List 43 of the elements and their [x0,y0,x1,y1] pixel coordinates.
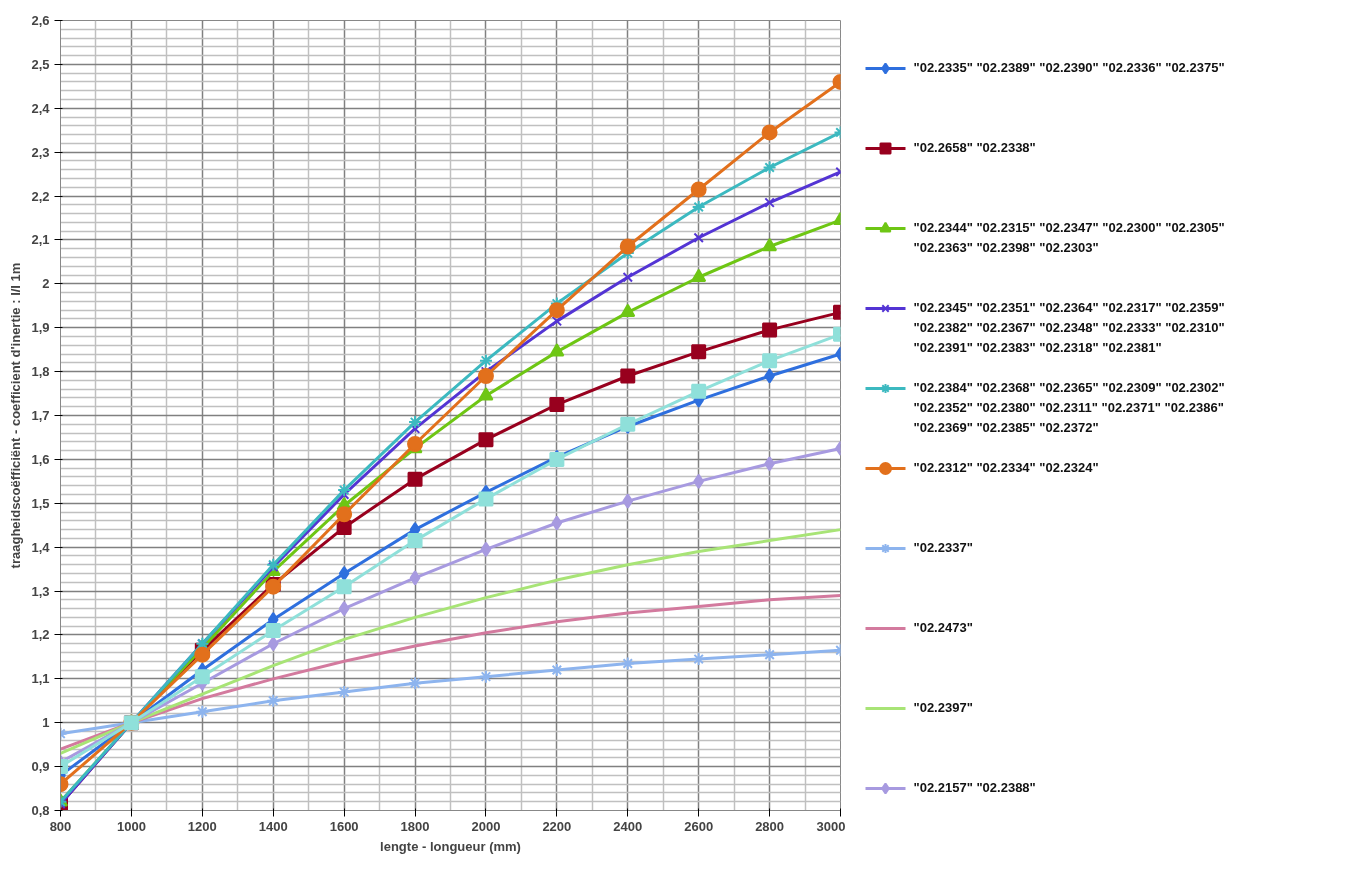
legend-label: "02.2312" "02.2334" "02.2324" [913,459,1099,475]
legend-label: "02.2157" "02.2388" [913,779,1036,795]
y-tick-label: 1,6 [31,451,50,467]
x-tick-label: 1400 [258,818,288,834]
y-tick-label: 2,4 [31,100,51,116]
x-tick-label: 2800 [755,818,785,834]
y-tick-label: 1,8 [31,364,50,380]
legend-label: "02.2337" [913,539,973,555]
legend-label: "02.2473" [913,619,973,635]
y-tick-label: 1,5 [31,495,50,511]
x-tick-label: 2400 [613,818,643,834]
y-tick-label: 2,6 [31,13,50,28]
x-tick-label: 2000 [471,818,501,834]
y-tick-label: 0,8 [31,803,50,818]
y-axis-title: traagheidscoëfficiënt - coefficient d'inertie : I/I 1m [8,262,24,569]
y-tick-label: 2,1 [31,232,50,248]
legend-label: "02.2344" "02.2315" "02.2347" "02.2300" "02.2305" "02.2363" "02.2398" "02.2303" [913,219,1225,255]
legend-label: "02.2384" "02.2368" "02.2365" "02.2309" "02.2302" "02.2352" "02.2380" "02.2311" "02.2371" "02.2386" "02.2369" "02.2385" "02.2372" [913,379,1225,435]
y-tick-label: 1,3 [31,583,50,599]
y-tick-label: 1,4 [31,539,51,555]
y-tick-label: 2,5 [31,56,50,72]
x-tick-label: 3000 [816,818,846,834]
x-tick-label: 2600 [684,818,714,834]
x-tick-label: 1200 [187,818,217,834]
legend-label: "02.2658" "02.2338" [913,139,1036,155]
legend-label: "02.2345" "02.2351" "02.2364" "02.2317" "02.2359" "02.2382" "02.2367" "02.2348" "02.2333" "02.2310" "02.2391" "02.2383" "02.2318" "02.2381" [913,299,1225,355]
x-tick-label: 1800 [400,818,430,834]
legend-label: "02.2397" [913,699,973,715]
x-axis-title: lengte - longueur (mm) [380,838,521,854]
y-tick-label: 1,9 [31,320,50,336]
y-tick-label: 2,2 [31,188,50,204]
x-tick-label: 2200 [542,818,572,834]
legend-label: "02.2335" "02.2389" "02.2390" "02.2336" "02.2375" [913,59,1225,75]
y-tick-label: 1 [42,715,50,731]
y-tick-label: 2,3 [31,144,50,160]
y-tick-label: 1,2 [31,627,50,643]
y-tick-label: 0,9 [31,759,50,775]
x-tick-label: 1000 [116,818,146,834]
y-tick-label: 1,7 [31,408,50,423]
y-tick-label: 2 [42,276,50,292]
y-tick-label: 1,1 [31,671,50,687]
x-tick-label: 1600 [329,818,359,834]
x-tick-label: 800 [49,818,72,834]
